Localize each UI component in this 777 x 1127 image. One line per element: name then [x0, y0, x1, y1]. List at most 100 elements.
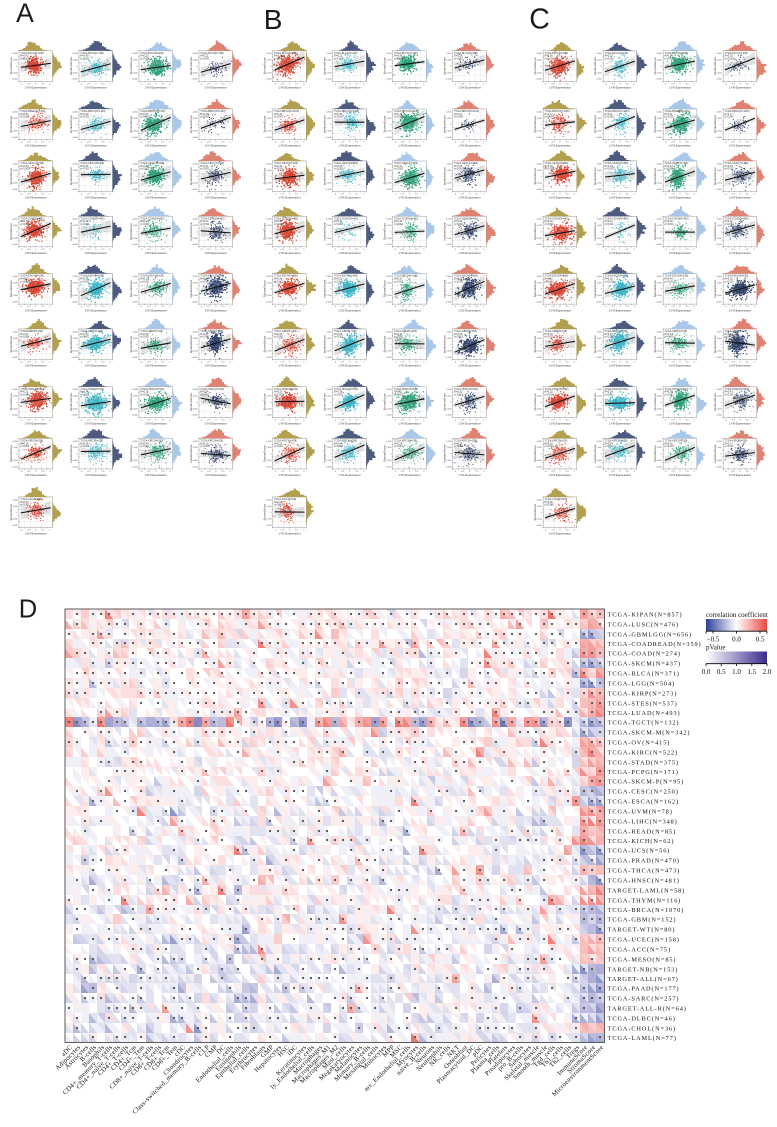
svg-text:2.5: 2.5 — [101, 362, 105, 364]
svg-text:p<0.001: p<0.001 — [20, 336, 30, 339]
svg-text:-4,000: -4,000 — [445, 302, 452, 304]
svg-text:-2.5: -2.5 — [551, 142, 556, 144]
svg-text:2.5: 2.5 — [221, 249, 225, 251]
svg-text:TCGA-ACC(N=75): TCGA-ACC(N=75) — [608, 947, 671, 954]
svg-text:StromaScore: StromaScore — [383, 167, 387, 184]
svg-text:4,000: 4,000 — [12, 53, 18, 55]
svg-text:StromaScore: StromaScore — [383, 335, 387, 352]
svg-text:2.5: 2.5 — [101, 306, 105, 308]
svg-text:2.5: 2.5 — [221, 142, 225, 144]
svg-text:4,000: 4,000 — [597, 53, 603, 55]
svg-text:-2,000: -2,000 — [596, 183, 603, 185]
svg-text:TCGA-SKCM-P(N=95): TCGA-SKCM-P(N=95) — [608, 779, 685, 786]
svg-text:4,000: 4,000 — [657, 389, 663, 391]
svg-text:-4,000: -4,000 — [656, 189, 663, 191]
svg-text:0: 0 — [469, 249, 471, 251]
svg-text:0: 0 — [619, 83, 621, 85]
svg-text:TCGA-BRCA(N=1100): TCGA-BRCA(N=1100) — [274, 110, 299, 113]
svg-text:ImmuneScore: ImmuneScore — [443, 393, 447, 411]
svg-text:-2.5: -2.5 — [87, 306, 92, 308]
svg-text:-4,000: -4,000 — [536, 302, 543, 304]
svg-text:-4,000: -4,000 — [192, 415, 199, 417]
svg-text:LYN Expression: LYN Expression — [729, 473, 751, 477]
svg-text:TCGA-GBM(N=168): TCGA-GBM(N=168) — [140, 330, 163, 333]
svg-text:-4,000: -4,000 — [716, 302, 723, 304]
svg-text:5: 5 — [169, 471, 171, 473]
svg-text:-4,000: -4,000 — [596, 302, 603, 304]
svg-text:-2,000: -2,000 — [72, 351, 79, 353]
svg-text:-5: -5 — [201, 249, 204, 251]
svg-text:TCGA-TGCT(N=132): TCGA-TGCT(N=132) — [608, 720, 680, 727]
svg-text:5: 5 — [423, 362, 425, 364]
svg-text:0: 0 — [95, 83, 97, 85]
svg-text:4,000: 4,000 — [597, 111, 603, 113]
svg-text:R=0.46: R=0.46 — [394, 220, 403, 223]
svg-text:0: 0 — [289, 83, 291, 85]
svg-text:R=0.11: R=0.11 — [20, 391, 29, 394]
svg-text:-5: -5 — [141, 249, 144, 251]
svg-text:0: 0 — [215, 249, 217, 251]
svg-text:1.5: 1.5 — [747, 668, 756, 676]
svg-text:p<0.001: p<0.001 — [200, 280, 210, 283]
svg-text:-4,000: -4,000 — [656, 302, 663, 304]
svg-text:StromaScore: StromaScore — [129, 445, 133, 462]
svg-text:p<0.001: p<0.001 — [545, 223, 555, 226]
svg-text:5: 5 — [634, 194, 636, 196]
svg-text:2.5: 2.5 — [415, 306, 419, 308]
svg-text:-5: -5 — [81, 471, 84, 473]
svg-text:-4,000: -4,000 — [265, 137, 272, 139]
svg-text:LYN Expression: LYN Expression — [729, 144, 751, 148]
svg-text:p<0.001: p<0.001 — [454, 223, 464, 226]
svg-text:4,000: 4,000 — [537, 163, 543, 165]
svg-text:LYN Expression: LYN Expression — [399, 196, 421, 200]
svg-text:TCGA-ESCA(N=185): TCGA-ESCA(N=185) — [605, 275, 629, 278]
svg-text:p<0.001: p<0.001 — [605, 116, 615, 119]
svg-text:-5: -5 — [334, 306, 337, 308]
svg-text:-2,000: -2,000 — [132, 408, 139, 410]
svg-text:TCGA-LGG(N=504): TCGA-LGG(N=504) — [608, 681, 675, 688]
svg-text:R=0.38: R=0.38 — [274, 278, 283, 281]
svg-text:0: 0 — [197, 402, 199, 404]
svg-text:2,000: 2,000 — [386, 118, 392, 120]
svg-text:2.5: 2.5 — [566, 306, 570, 308]
svg-text:B: B — [264, 4, 283, 35]
svg-text:-2.5: -2.5 — [731, 142, 736, 144]
svg-text:-2,000: -2,000 — [656, 183, 663, 185]
svg-text:0: 0 — [409, 249, 411, 251]
svg-text:TCGA-COADREAD(N=359): TCGA-COADREAD(N=359) — [608, 641, 702, 648]
svg-text:R=0.15: R=0.15 — [725, 278, 734, 281]
svg-text:2,000: 2,000 — [72, 282, 78, 284]
svg-text:2,000: 2,000 — [192, 170, 198, 172]
svg-text:TCGA-BRCA(N=1100): TCGA-BRCA(N=1100) — [725, 110, 750, 113]
svg-text:-4,000: -4,000 — [325, 244, 332, 246]
svg-text:TCGA-HNSC(N=522): TCGA-HNSC(N=522) — [200, 388, 224, 391]
svg-text:0: 0 — [155, 362, 157, 364]
svg-text:TCGA-KIRC(N=539): TCGA-KIRC(N=539) — [200, 440, 223, 443]
svg-text:0: 0 — [450, 66, 452, 68]
svg-text:StromaScore: StromaScore — [263, 503, 267, 520]
svg-text:p<0.001: p<0.001 — [545, 394, 555, 397]
svg-text:TCGA-BRCA(N=1100): TCGA-BRCA(N=1100) — [605, 110, 630, 113]
svg-text:TCGA-BRCA(N=1100): TCGA-BRCA(N=1100) — [80, 110, 105, 113]
svg-text:2.5: 2.5 — [161, 419, 165, 421]
svg-text:-5: -5 — [545, 142, 548, 144]
svg-text:-2,000: -2,000 — [325, 408, 332, 410]
svg-text:LYN Expression: LYN Expression — [85, 422, 107, 426]
svg-text:0: 0 — [541, 231, 543, 233]
svg-text:R=0.18: R=0.18 — [545, 442, 554, 445]
svg-text:4,000: 4,000 — [72, 276, 78, 278]
svg-text:2,000: 2,000 — [717, 170, 723, 172]
svg-text:-4,000: -4,000 — [536, 466, 543, 468]
svg-text:0: 0 — [330, 176, 332, 178]
svg-text:StromaScore: StromaScore — [129, 335, 133, 352]
svg-text:ImmuneScore: ImmuneScore — [443, 57, 447, 75]
svg-text:0: 0 — [17, 66, 19, 68]
svg-text:-2,000: -2,000 — [12, 238, 19, 240]
svg-text:LYN Expression: LYN Expression — [669, 251, 691, 255]
svg-text:pValue: pValue — [706, 644, 725, 652]
svg-text:4,000: 4,000 — [537, 389, 543, 391]
svg-text:TCGA-BRCA(N=1100): TCGA-BRCA(N=1100) — [454, 110, 479, 113]
svg-text:StromaScore: StromaScore — [9, 393, 13, 410]
svg-text:0: 0 — [197, 344, 199, 346]
svg-text:R=0.13: R=0.13 — [80, 333, 89, 336]
